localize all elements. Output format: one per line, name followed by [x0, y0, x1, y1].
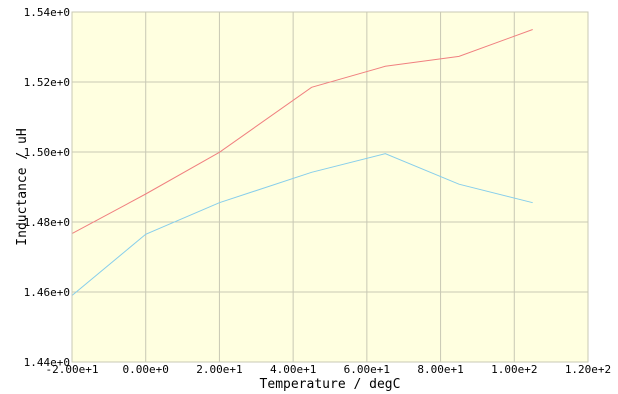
x-axis-title: Temperature / degC [260, 377, 401, 392]
x-tick-label: 4.00e+1 [270, 363, 316, 376]
x-tick-labels: -2.00e+1 0.00e+0 2.00e+1 4.00e+1 6.00e+1 8.00… [46, 363, 612, 376]
x-tick-label: 2.00e+1 [196, 363, 242, 376]
x-tick-label: 0.00e+0 [123, 363, 169, 376]
x-tick-label: 1.20e+2 [565, 363, 611, 376]
y-tick-label: 1.48e+0 [24, 216, 70, 229]
x-tick-label: 1.00e+2 [491, 363, 537, 376]
plot-area [72, 12, 588, 362]
y-tick-labels: 1.44e+0 1.46e+0 1.48e+0 1.50e+0 1.52e+0 1.54e… [24, 6, 70, 369]
x-tick-label: 6.00e+1 [344, 363, 390, 376]
y-tick-label: 1.50e+0 [24, 146, 70, 159]
y-tick-label: 1.54e+0 [24, 6, 70, 19]
y-axis-title: Inductance / uH [15, 128, 30, 245]
y-tick-label: 1.52e+0 [24, 76, 70, 89]
y-tick-label: 1.44e+0 [24, 356, 70, 369]
y-tick-label: 1.46e+0 [24, 286, 70, 299]
x-tick-label: 8.00e+1 [417, 363, 463, 376]
